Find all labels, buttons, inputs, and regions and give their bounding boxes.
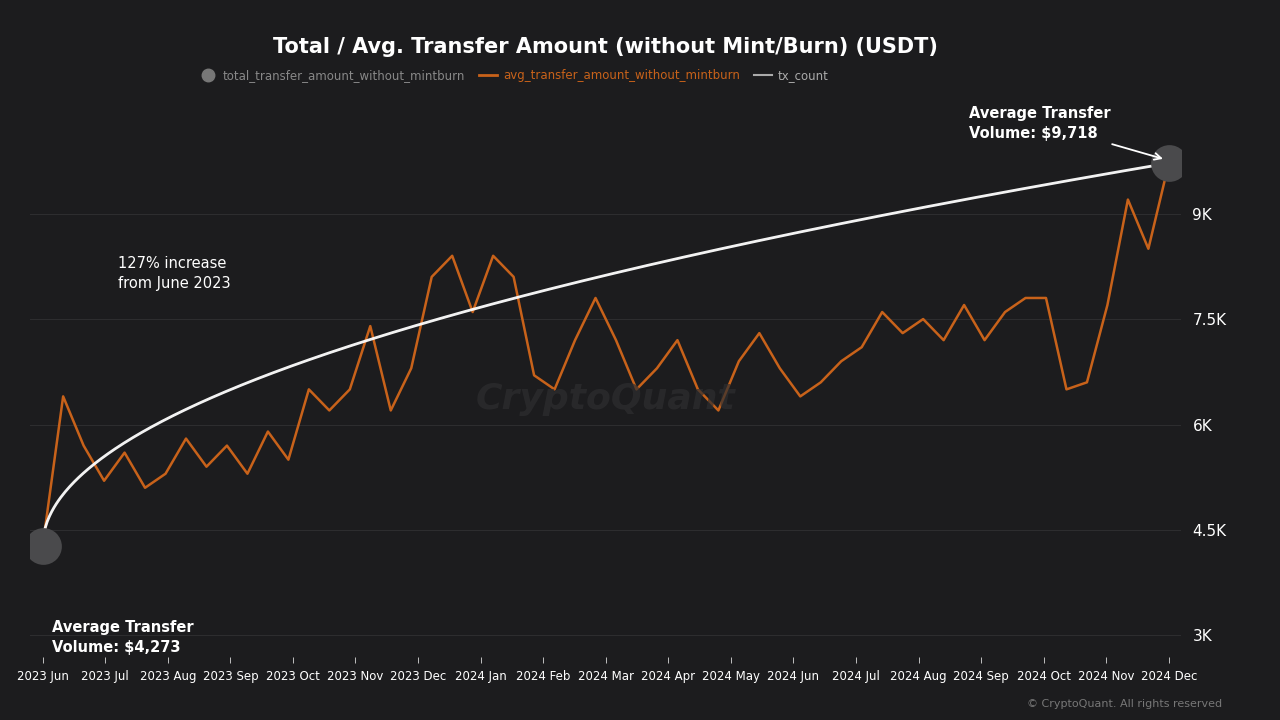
Point [32,540,52,552]
Point [1158,158,1179,169]
Text: 127% increase
from June 2023: 127% increase from June 2023 [118,256,230,291]
Text: © CryptoQuant. All rights reserved: © CryptoQuant. All rights reserved [1028,699,1222,709]
Text: Average Transfer
Volume: $9,718: Average Transfer Volume: $9,718 [969,106,1161,160]
Legend: total_transfer_amount_without_mintburn, avg_transfer_amount_without_mintburn, tx: total_transfer_amount_without_mintburn, … [195,65,833,87]
Text: CryptoQuant: CryptoQuant [476,382,736,415]
Text: Average Transfer
Volume: $4,273: Average Transfer Volume: $4,273 [52,620,193,654]
Title: Total / Avg. Transfer Amount (without Mint/Burn) (USDT): Total / Avg. Transfer Amount (without Mi… [274,37,938,57]
